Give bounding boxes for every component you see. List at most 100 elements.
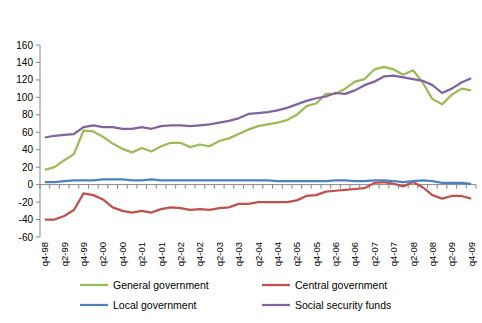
x-tick-label: q2-06 (330, 242, 341, 266)
x-tick (456, 185, 457, 189)
x-tick (224, 185, 225, 189)
y-tick-label: 140 (16, 57, 33, 68)
x-tick-label: q4-00 (117, 242, 128, 266)
y-tick-label: 0 (27, 179, 33, 190)
x-tick (262, 185, 263, 189)
y-tick (36, 97, 40, 98)
x-tick (185, 185, 186, 189)
x-tick-label: q4-06 (349, 242, 360, 266)
x-tick (233, 185, 234, 189)
x-tick (107, 185, 108, 189)
x-tick (40, 185, 41, 189)
x-tick (291, 185, 292, 189)
y-tick (36, 132, 40, 133)
x-tick-label: q4-07 (388, 242, 399, 266)
y-tick-label: -60 (19, 232, 34, 243)
y-tick (36, 202, 40, 203)
x-tick (243, 185, 244, 189)
x-tick-label: q4-02 (194, 242, 205, 266)
x-tick (49, 185, 50, 189)
y-tick (36, 62, 40, 63)
x-tick (253, 185, 254, 189)
y-tick (36, 219, 40, 220)
x-tick (311, 185, 312, 189)
x-tick (98, 185, 99, 189)
x-tick-label: q2-99 (59, 242, 70, 266)
x-tick-label: q2-02 (175, 242, 186, 266)
x-tick-label: q2-01 (136, 242, 147, 266)
y-tick-label: -40 (19, 214, 34, 225)
x-tick (88, 185, 89, 189)
x-tick-label: q2-07 (369, 242, 380, 266)
x-tick-label: q2-08 (408, 242, 419, 266)
y-tick (36, 45, 40, 46)
y-tick (36, 184, 40, 185)
x-tick (127, 185, 128, 189)
x-tick (330, 185, 331, 189)
x-tick (272, 185, 273, 189)
y-tick (36, 149, 40, 150)
y-tick (36, 237, 40, 238)
x-tick-label: q4-09 (466, 242, 477, 266)
y-tick (36, 167, 40, 168)
x-tick (379, 185, 380, 189)
y-axis (40, 45, 41, 237)
x-tick (350, 185, 351, 189)
plot-area (45, 67, 471, 220)
x-tick (282, 185, 283, 189)
x-tick-label: q4-04 (272, 242, 283, 266)
y-tick-label: 120 (16, 74, 33, 85)
x-tick-label: q4-03 (233, 242, 244, 266)
x-tick (175, 185, 176, 189)
x-tick (195, 185, 196, 189)
x-tick-label: q2-03 (214, 242, 225, 266)
y-tick (36, 79, 40, 80)
x-tick (427, 185, 428, 189)
series-line (45, 182, 471, 220)
legend-swatch (80, 284, 108, 286)
y-tick-label: 160 (16, 40, 33, 51)
x-tick-label: q4-08 (427, 242, 438, 266)
legend-label: General government (113, 279, 209, 291)
x-tick-label: q2-05 (291, 242, 302, 266)
y-tick-label: 80 (22, 109, 34, 120)
x-tick-label: q4-01 (156, 242, 167, 266)
x-tick (59, 185, 60, 189)
x-tick (466, 185, 467, 189)
x-tick (476, 185, 477, 189)
legend-label: Social security funds (295, 299, 391, 311)
y-tick-label: 100 (16, 92, 33, 103)
x-tick (388, 185, 389, 189)
y-tick (36, 114, 40, 115)
legend-swatch (262, 304, 290, 306)
series-line (45, 67, 471, 170)
x-tick (156, 185, 157, 189)
x-tick (78, 185, 79, 189)
x-tick (165, 185, 166, 189)
chart: -60 -40 -20 0 20 40 60 80 100 120 140 160 q4-98 q2-99… (0, 0, 482, 323)
y-tick-label: 20 (22, 162, 34, 173)
x-tick (204, 185, 205, 189)
x-tick-label: q4-05 (311, 242, 322, 266)
x-tick-label: q4-99 (78, 242, 89, 266)
x-tick-label: q2-00 (97, 242, 108, 266)
x-tick (301, 185, 302, 189)
x-tick (214, 185, 215, 189)
x-tick (146, 185, 147, 189)
x-tick (136, 185, 137, 189)
legend-label: Central government (295, 279, 387, 291)
x-tick-label: q4-98 (39, 242, 50, 266)
legend-label: Local government (113, 299, 197, 311)
y-tick-label: 40 (22, 144, 34, 155)
legend-swatch (80, 304, 108, 306)
legend-swatch (262, 284, 290, 286)
y-tick-label: 60 (22, 127, 34, 138)
x-tick-label: q2-09 (446, 242, 457, 266)
x-tick (446, 185, 447, 189)
x-tick (437, 185, 438, 189)
x-tick (340, 185, 341, 189)
series-line (45, 76, 471, 138)
y-tick-label: -20 (19, 197, 34, 208)
series-line (45, 179, 471, 183)
x-tick (117, 185, 118, 189)
